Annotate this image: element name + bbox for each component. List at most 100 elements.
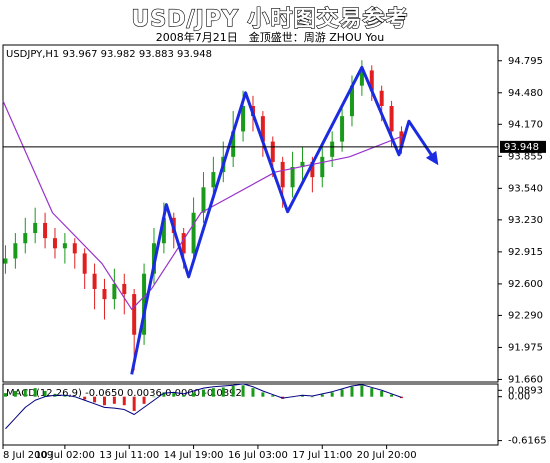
macd-panel <box>2 383 499 446</box>
candle-body <box>3 258 8 264</box>
y-tick-label: 92.290 <box>508 310 543 321</box>
macd-bar <box>370 388 374 397</box>
y-tick-label: 93.855 <box>508 151 543 162</box>
macd-bar <box>340 389 344 397</box>
price-panel <box>2 44 499 383</box>
candle-body <box>379 90 384 106</box>
macd-bar <box>211 388 215 397</box>
y-tick-label: 91.975 <box>508 342 543 353</box>
y-tick-label: 94.795 <box>508 56 543 67</box>
x-tick-label: 14 Jul 19:00 <box>164 450 224 461</box>
candle-body <box>270 141 275 162</box>
candle-body <box>399 131 404 147</box>
last-price-box <box>500 140 546 153</box>
candle-body <box>72 243 77 254</box>
macd-bar <box>201 389 205 397</box>
x-tick-label: 16 Jul 03:00 <box>228 450 288 461</box>
y-tick-label: 94.480 <box>508 88 543 99</box>
candle-body <box>260 116 265 142</box>
candle-body <box>349 85 354 117</box>
candle-body <box>92 273 97 289</box>
macd-bar <box>83 396 87 400</box>
x-tick-label: 20 Jul 20:00 <box>357 450 417 461</box>
candle-body <box>181 233 186 254</box>
candle-body <box>112 283 117 300</box>
candle-body <box>62 243 67 249</box>
last-price-label: 93.948 <box>504 142 539 153</box>
macd-bar <box>112 396 116 404</box>
candle-body <box>330 141 335 157</box>
candle-body <box>102 288 107 300</box>
chart-title: USD/JPY 小时图交易参考 <box>132 6 409 32</box>
macd-bar <box>221 387 225 397</box>
y-tick-label: 91.660 <box>508 374 543 385</box>
chart-subtitle: 2008年7月21日 金顶盛世：周游 ZHOU You <box>156 30 384 44</box>
macd-bar <box>360 385 364 397</box>
macd-bar <box>330 392 334 397</box>
macd-bar <box>310 396 314 398</box>
macd-bar <box>13 390 17 397</box>
symbol-header: USDJPY,H1 93.967 93.982 93.883 93.948 <box>6 49 212 60</box>
macd-bar <box>231 386 235 397</box>
macd-bar <box>271 395 275 397</box>
y-tick-label: 94.170 <box>508 119 543 130</box>
macd-bar <box>93 396 97 403</box>
macd-bar <box>142 396 146 404</box>
macd-bar <box>300 395 304 397</box>
macd-bar <box>152 396 156 398</box>
macd-bar <box>182 395 186 397</box>
candle-body <box>340 116 345 142</box>
candle-body <box>211 172 216 188</box>
candle-body <box>122 283 127 295</box>
candle-body <box>132 294 137 335</box>
macd-bar <box>132 396 136 411</box>
macd-bar <box>172 393 176 397</box>
candle-body <box>369 70 374 91</box>
macd-bar <box>3 393 7 397</box>
candle-body <box>82 253 87 274</box>
x-tick-label: 10 Jul 02:00 <box>35 450 95 461</box>
candle-body <box>43 222 48 239</box>
macd-bar <box>122 396 126 406</box>
candle-body <box>23 233 28 244</box>
candle-body <box>300 161 305 167</box>
macd-bar <box>390 394 394 397</box>
macd-bar <box>380 390 384 397</box>
candle-body <box>359 70 364 86</box>
macd-bar <box>63 395 67 397</box>
macd-tick-label: 0.00 <box>508 392 530 403</box>
moving-average <box>2 100 402 310</box>
candle-body <box>389 105 394 132</box>
macd-tick-label: -0.6165 <box>508 436 547 447</box>
macd-bar <box>162 392 166 397</box>
y-tick-label: 93.540 <box>508 183 543 194</box>
macd-bar <box>192 392 196 397</box>
macd-header: MACD(12,26,9) -0.0650 0.0036 0.0000 -0.0… <box>6 388 242 399</box>
y-tick-label: 92.600 <box>508 279 543 290</box>
macd-line <box>5 383 402 430</box>
macd-bar <box>350 386 354 397</box>
candle-body <box>33 222 38 234</box>
candle-body <box>201 187 206 213</box>
macd-tick-label: 0.0893 <box>508 385 543 396</box>
macd-bar <box>43 390 47 397</box>
macd-bar <box>102 396 106 406</box>
candle-body <box>191 212 196 254</box>
y-tick-label: 92.915 <box>508 247 543 258</box>
zigzag-line <box>130 65 438 375</box>
candle-body <box>310 161 315 178</box>
candle-body <box>142 273 147 335</box>
macd-bar <box>23 389 27 397</box>
zigzag-arrowhead <box>425 150 439 166</box>
x-tick-label: 17 Jul 11:00 <box>292 450 352 461</box>
candle-body <box>320 156 325 178</box>
candle-body <box>13 243 18 259</box>
candle-body <box>52 238 57 249</box>
candle-body <box>161 217 166 244</box>
macd-bar <box>241 385 245 397</box>
macd-bar <box>320 394 324 397</box>
candle-body <box>241 105 246 132</box>
x-tick-label: 13 Jul 11:00 <box>99 450 159 461</box>
candle-body <box>231 131 236 157</box>
candle-body <box>290 166 295 188</box>
